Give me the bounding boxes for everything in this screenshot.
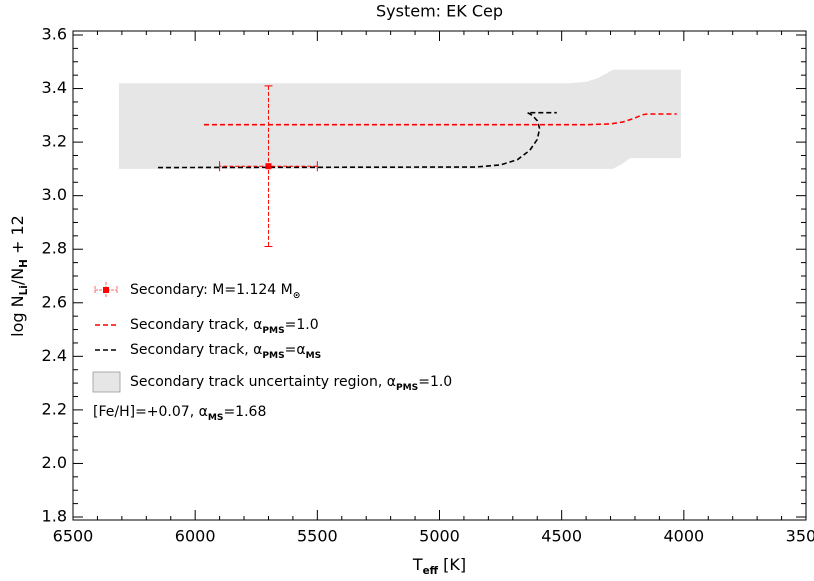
- legend-label: Secondary track, αPMS=αMS: [130, 342, 321, 361]
- data-point: [265, 163, 272, 170]
- y-tick-label: 2.0: [42, 453, 67, 472]
- chart-title: System: EK Cep: [376, 2, 503, 21]
- track-line: [158, 111, 557, 169]
- y-axis-label-part: Li: [18, 285, 30, 295]
- error-cap-x: [219, 161, 318, 172]
- y-axis-label: log NLi/NH + 12: [8, 215, 31, 337]
- x-tick-label: 5000: [419, 527, 460, 546]
- annotation-part: [Fe/H]=+0.07, α: [93, 404, 208, 420]
- legend-label-part: =1.0: [285, 317, 319, 333]
- annotation-part: =1.68: [223, 404, 266, 420]
- x-axis-label-part: T: [412, 555, 423, 574]
- annotation: [Fe/H]=+0.07, αMS=1.68: [93, 404, 266, 423]
- x-axis-label-part: [K]: [438, 555, 466, 574]
- x-tick-label: 5500: [297, 527, 338, 546]
- annotation-part: MS: [208, 413, 224, 423]
- track-line: [203, 113, 677, 126]
- y-axis-label-part: + 12: [8, 215, 27, 259]
- x-axis-label: Teff [K]: [412, 555, 466, 578]
- legend-label-part: Secondary: M=1.124 M: [130, 282, 293, 298]
- y-axis-label-part: log N: [8, 295, 27, 336]
- legend-label-part: PMS: [262, 326, 284, 336]
- y-tick-label: 2.2: [42, 399, 67, 418]
- legend-label-part: PMS: [262, 351, 284, 361]
- x-tick-label: 6000: [175, 527, 216, 546]
- legend-label-part: =α: [285, 342, 306, 358]
- y-tick-label: 2.8: [42, 239, 67, 258]
- legend-symbol: [92, 371, 121, 393]
- legend-label: Secondary: M=1.124 M⊙: [130, 282, 300, 301]
- x-axis-label-part: eff: [423, 565, 439, 577]
- y-axis-label-part: /N: [8, 268, 27, 285]
- error-cap-y: [264, 85, 273, 248]
- y-tick-label: 3.6: [42, 25, 67, 44]
- y-axis-label-part: H: [18, 259, 30, 268]
- y-tick-label: 2.4: [42, 346, 67, 365]
- y-tick-label: 3.4: [42, 78, 67, 97]
- legend-label-part: Secondary track uncertainty region, α: [130, 374, 396, 390]
- x-tick-label: 4000: [663, 527, 704, 546]
- legend-label: Secondary track, αPMS=1.0: [130, 317, 319, 336]
- legend-label-part: PMS: [396, 383, 418, 393]
- y-tick-label: 1.8: [42, 507, 67, 526]
- uncertainty-band: [118, 69, 681, 169]
- x-tick-label: 3500: [786, 527, 814, 546]
- y-tick-label: 2.6: [42, 292, 67, 311]
- legend-label-part: ⊙: [293, 291, 301, 301]
- legend-label-part: Secondary track, α: [130, 317, 262, 333]
- x-tick-label: 6500: [53, 527, 94, 546]
- legend-label: Secondary track uncertainty region, αPMS…: [130, 374, 452, 393]
- legend-symbol: [103, 287, 109, 293]
- y-tick-label: 3.2: [42, 132, 67, 151]
- legend-label-part: MS: [306, 351, 322, 361]
- legend-label-part: =1.0: [418, 374, 452, 390]
- legend-label-part: Secondary track, α: [130, 342, 262, 358]
- y-tick-label: 3.0: [42, 185, 67, 204]
- x-tick-label: 4500: [541, 527, 582, 546]
